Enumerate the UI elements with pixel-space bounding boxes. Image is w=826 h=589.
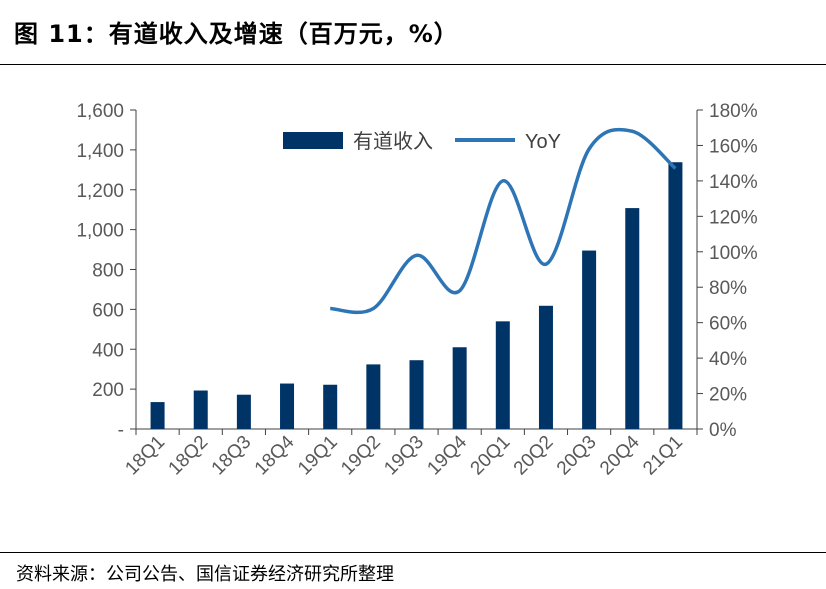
x-axis-category-label: 19Q1 [294, 432, 342, 480]
revenue-bar [582, 250, 597, 429]
bottom-divider [0, 552, 826, 553]
left-axis-tick-label: 1,600 [76, 101, 124, 122]
right-axis-tick-label: 160% [709, 136, 758, 157]
revenue-bar [366, 364, 381, 429]
legend: 有道收入 YoY [283, 130, 561, 153]
left-axis-tick-label: 200 [92, 380, 124, 401]
legend-bar-label: 有道收入 [353, 130, 433, 153]
x-axis-category-label: 18Q3 [208, 432, 256, 480]
source-note: 资料来源：公司公告、国信证券经济研究所整理 [16, 564, 394, 585]
left-axis-tick-label: 800 [92, 261, 124, 282]
x-axis-category-label: 20Q1 [467, 432, 515, 480]
top-divider [0, 64, 826, 65]
revenue-bar [668, 162, 683, 429]
x-axis-category-label: 19Q2 [337, 432, 385, 480]
right-axis-tick-label: 120% [709, 207, 758, 228]
left-axis-tick-label: 1,000 [76, 221, 124, 242]
figure-title: 图 11：有道收入及增速（百万元，%） [14, 20, 459, 48]
right-axis-tick-label: 0% [709, 420, 737, 441]
revenue-bar [193, 390, 208, 429]
x-axis-category-label: 21Q1 [639, 432, 687, 480]
right-axis-tick-label: 40% [709, 349, 747, 370]
revenue-growth-chart: - 200 400 600 800 1,000 1,200 1,400 1,600 0% 20% 40… [76, 101, 758, 480]
right-axis-tick-label: 180% [709, 101, 758, 122]
left-axis-tick-label: 400 [92, 340, 124, 361]
right-axis-tick-label: 140% [709, 172, 758, 193]
left-axis-tick-label: - [118, 420, 124, 441]
revenue-bar [409, 360, 424, 429]
x-axis-category-label: 19Q4 [423, 431, 471, 479]
revenue-bar [150, 402, 165, 429]
x-axis-category-label: 20Q3 [553, 432, 601, 480]
right-axis-tick-label: 60% [709, 314, 747, 335]
revenue-bar [538, 305, 553, 429]
revenue-bar [323, 384, 338, 429]
line-layer [330, 127, 677, 315]
left-axis-tick-label: 1,200 [76, 181, 124, 202]
x-axis-category-label: 18Q2 [165, 432, 213, 480]
legend-bar-swatch [283, 132, 343, 149]
legend-line-label: YoY [525, 131, 561, 153]
x-axis-category-label: 20Q2 [510, 432, 558, 480]
left-axis-tick-label: 1,400 [76, 141, 124, 162]
right-axis-tick-label: 20% [709, 385, 747, 406]
revenue-bar [280, 383, 295, 429]
bars-layer [150, 162, 683, 429]
revenue-bar [625, 208, 640, 429]
revenue-bar [495, 321, 510, 429]
revenue-bar [236, 394, 251, 429]
x-axis-category-label: 18Q1 [121, 432, 169, 480]
x-axis-category-label: 19Q3 [380, 432, 428, 480]
right-axis-tick-label: 80% [709, 278, 747, 299]
yoy-line [330, 127, 677, 315]
left-axis-tick-label: 600 [92, 300, 124, 321]
revenue-bar [452, 347, 467, 429]
x-axis-category-label: 18Q4 [251, 431, 299, 479]
right-axis-tick-label: 100% [709, 243, 758, 264]
x-axis-category-label: 20Q4 [596, 431, 644, 479]
